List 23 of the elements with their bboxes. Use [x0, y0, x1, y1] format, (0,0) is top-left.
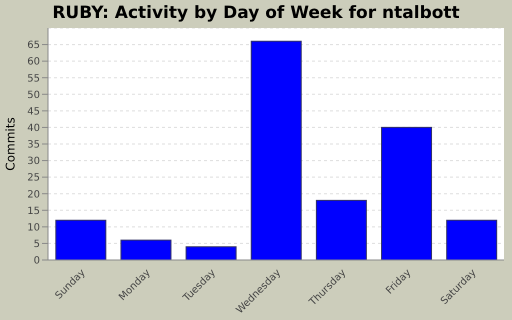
y-tick-label: 50 [27, 90, 40, 101]
y-tick-label: 15 [27, 206, 40, 217]
bar [250, 40, 302, 260]
y-axis-title: Commits [3, 117, 18, 171]
chart-title: RUBY: Activity by Day of Week for ntalbott [51, 3, 461, 23]
y-tick-label: 55 [27, 73, 40, 84]
y-tick-label: 45 [27, 106, 40, 118]
bar [120, 240, 172, 260]
bar [186, 246, 237, 260]
y-tick-label: 40 [27, 122, 40, 134]
y-tick-label: 25 [27, 172, 40, 184]
bar [381, 126, 432, 260]
y-tick-label: 10 [27, 222, 40, 234]
y-tick-label: 60 [27, 56, 40, 68]
y-tick-label: 35 [27, 140, 40, 151]
bar [446, 220, 498, 260]
y-tick-label: 0 [34, 256, 40, 267]
y-tick-label: 20 [27, 189, 40, 200]
bar [316, 200, 367, 260]
bar [55, 220, 106, 260]
y-tick-label: 65 [27, 40, 40, 52]
y-tick-label: 5 [34, 238, 40, 250]
y-tick-label: 30 [27, 156, 40, 168]
